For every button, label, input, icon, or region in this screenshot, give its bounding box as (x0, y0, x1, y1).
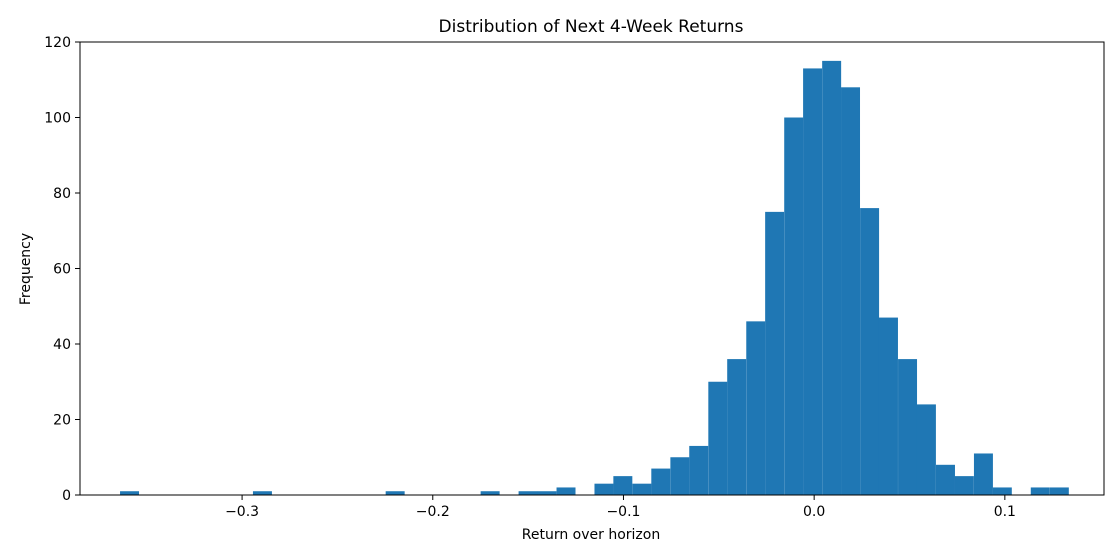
x-tick-label: 0.0 (803, 504, 825, 520)
histogram-bar-4 (518, 491, 538, 495)
histogram-bar-6 (556, 487, 576, 495)
y-axis-ticks: 0 20 40 60 80 100 120 (44, 35, 80, 504)
chart-title: Distribution of Next 4-Week Returns (439, 17, 744, 37)
x-axis-ticks: −0.3 −0.2 −0.1 0.0 0.1 (225, 495, 1016, 520)
histogram-bar-17 (784, 117, 804, 495)
histogram-bar-1 (252, 491, 272, 495)
histogram-bar-2 (385, 491, 405, 495)
histogram-bar-12 (689, 445, 709, 495)
histogram-bar-24 (916, 404, 936, 495)
histogram-bar-21 (860, 208, 880, 495)
y-tick-label: 120 (44, 35, 71, 51)
histogram-bar-27 (973, 453, 993, 495)
histogram-bar-25 (936, 464, 955, 495)
x-axis-label: Return over horizon (522, 527, 660, 543)
x-tick-label: −0.2 (416, 504, 450, 520)
y-tick-label: 20 (53, 413, 71, 429)
histogram-bar-18 (803, 68, 823, 496)
histogram-bar-15 (746, 321, 766, 495)
histogram-bars (120, 60, 1069, 496)
y-tick-label: 80 (53, 186, 71, 202)
histogram-bar-8 (613, 476, 633, 495)
y-tick-label: 60 (53, 262, 71, 278)
histogram-bar-23 (898, 359, 918, 495)
histogram-bar-22 (878, 317, 898, 495)
y-tick-label: 0 (62, 488, 71, 504)
histogram-bar-20 (841, 87, 861, 496)
histogram-bar-30 (1049, 487, 1069, 495)
x-tick-label: −0.3 (225, 504, 259, 520)
histogram-bar-16 (765, 211, 785, 495)
histogram-bar-11 (670, 457, 690, 495)
x-tick-label: −0.1 (606, 504, 640, 520)
histogram-bar-14 (727, 359, 747, 495)
histogram-bar-29 (1030, 487, 1050, 495)
histogram-bar-5 (537, 491, 557, 495)
y-tick-label: 100 (44, 111, 71, 127)
histogram-bar-7 (594, 483, 614, 495)
histogram-bar-0 (120, 491, 140, 495)
histogram-bar-3 (480, 491, 500, 495)
histogram-bar-19 (822, 60, 842, 495)
y-tick-label: 40 (53, 337, 71, 353)
histogram-bar-26 (954, 476, 974, 495)
histogram-bar-10 (651, 468, 671, 495)
x-tick-label: 0.1 (994, 504, 1016, 520)
histogram-bar-13 (708, 381, 728, 495)
y-axis-label: Frequency (18, 233, 34, 305)
plot-frame (79, 41, 1105, 496)
histogram-bar-9 (632, 483, 652, 495)
histogram-bar-28 (992, 487, 1012, 495)
